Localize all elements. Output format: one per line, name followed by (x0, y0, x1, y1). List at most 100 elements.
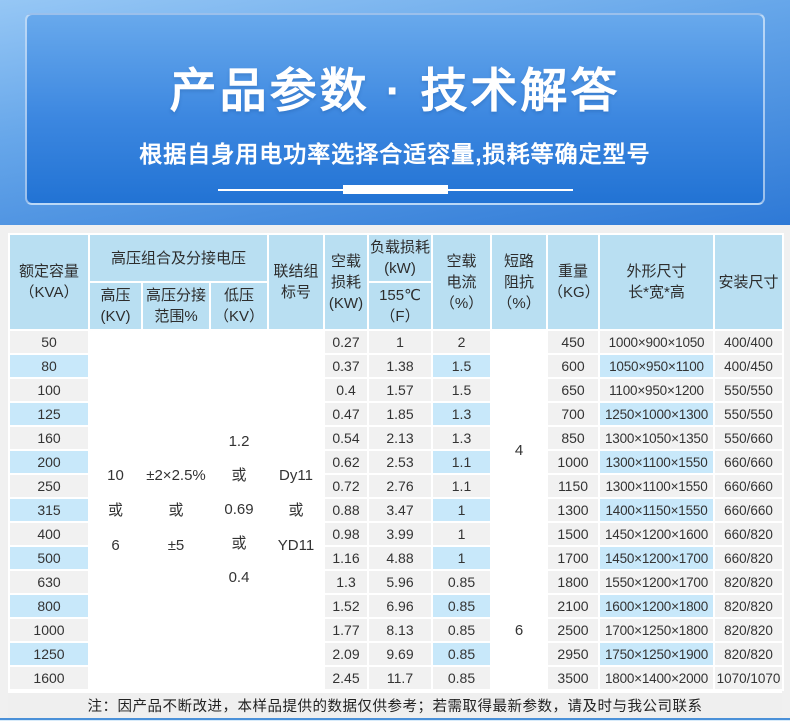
cell-weight: 1700 (546, 545, 600, 571)
cell-lv-merged-line: 0.4 (228, 569, 250, 586)
cell-rated-capacity: 200 (8, 449, 90, 475)
cell-dimensions: 1400×1150×1550 (598, 497, 715, 523)
table-row: 400 0.98 3.99 1 1500 1450×1200×1600 660/820 (8, 521, 784, 547)
table-row: 1000 1.77 8.13 0.85 2500 1700×1250×1800 820/82… (8, 617, 784, 643)
table-row: 125 0.47 1.85 1.3 700 1250×1000×1300 550/550 (8, 401, 784, 427)
cell-install-size: 820/820 (713, 593, 784, 619)
cell-load-loss: 3.99 (367, 521, 433, 547)
cell-load-loss: 8.13 (367, 617, 433, 643)
cell-dimensions: 1300×1050×1350 (598, 425, 715, 451)
cell-lv-merged: 1.2 或 0.69 或 0.4 (209, 329, 269, 691)
cell-no-load-current: 2 (431, 329, 492, 355)
cell-weight: 1000 (546, 449, 600, 475)
header-rated-capacity: 额定容量 （KVA） (8, 233, 90, 331)
spec-table: 额定容量 （KVA） 高压组合及分接电压 联结组 标号 空载 损耗 (KW) 负… (8, 233, 784, 691)
cell-weight: 1800 (546, 569, 600, 595)
header-line: （F） (380, 308, 420, 325)
cell-weight: 2100 (546, 593, 600, 619)
header-line: 短路 (503, 252, 534, 270)
table-row: 160 0.54 2.13 1.3 850 1300×1050×1350 550/660 (8, 425, 784, 451)
cell-dimensions: 1800×1400×2000 (598, 665, 715, 691)
cell-install-size: 400/400 (713, 329, 784, 355)
header-load-loss-temp: 155℃ （F） (367, 281, 433, 331)
table-row: 315 0.88 3.47 1 1300 1400×1150×1550 660/660 (8, 497, 784, 523)
cell-weight: 3500 (546, 665, 600, 691)
table-header: 额定容量 （KVA） 高压组合及分接电压 联结组 标号 空载 损耗 (KW) 负… (8, 233, 784, 331)
cell-no-load-current: 1.5 (431, 353, 492, 379)
header-line: （KG） (548, 284, 599, 301)
cell-dimensions: 1250×1000×1300 (598, 401, 715, 427)
header-line: 低压 (223, 287, 254, 304)
header-line: 高压 (100, 287, 131, 304)
page-title: 产品参数 · 技术解答 (169, 64, 621, 117)
cell-rated-capacity: 50 (8, 329, 90, 355)
cell-no-load-loss: 1.52 (323, 593, 369, 619)
header-line: 阻抗 (503, 273, 534, 291)
cell-install-size: 660/660 (713, 449, 784, 475)
cell-rated-capacity: 500 (8, 545, 90, 571)
cell-load-loss: 11.7 (367, 665, 433, 691)
cell-no-load-current: 0.85 (431, 617, 492, 643)
cell-no-load-loss: 1.3 (323, 569, 369, 595)
cell-rated-capacity: 400 (8, 521, 90, 547)
cell-install-size: 820/820 (713, 617, 784, 643)
cell-no-load-current: 1 (431, 521, 492, 547)
header-line: 范围% (154, 308, 198, 325)
header-line: （KVA） (19, 284, 79, 301)
cell-no-load-loss: 0.72 (323, 473, 369, 499)
hero-panel-border (25, 13, 765, 205)
header-hv-tap: 高压分接 范围% (141, 281, 211, 331)
cell-lv-merged-line: 1.2 (228, 433, 250, 450)
cell-load-loss: 2.53 (367, 449, 433, 475)
cell-no-load-current: 0.85 (431, 641, 492, 667)
header-hv: 高压 (KV) (88, 281, 143, 331)
cell-no-load-current: 1.1 (431, 449, 492, 475)
cell-no-load-loss: 1.16 (323, 545, 369, 571)
header-line: 联结组 (273, 263, 319, 280)
cell-no-load-current: 1 (431, 497, 492, 523)
cell-load-loss: 1.57 (367, 377, 433, 403)
cell-no-load-loss: 0.88 (323, 497, 369, 523)
cell-install-size: 820/820 (713, 641, 784, 667)
cell-weight: 2500 (546, 617, 600, 643)
page-subtitle: 根据自身用电功率选择合适容量,损耗等确定型号 (139, 141, 651, 167)
cell-install-size: 660/820 (713, 545, 784, 571)
cell-load-loss: 4.88 (367, 545, 433, 571)
cell-vector-merged-line: Dy11 (279, 466, 313, 484)
header-impedance: 短路 阻抗 （%） (490, 233, 548, 331)
title-divider (0, 185, 790, 194)
divider-center-bar (342, 185, 448, 194)
header-line: （%） (497, 294, 541, 312)
cell-no-load-loss: 1.77 (323, 617, 369, 643)
cell-load-loss: 3.47 (367, 497, 433, 523)
header-no-load-current: 空载 电流 （%） (431, 233, 492, 331)
cell-hv-tap-merged-line: ±2×2.5% (146, 466, 206, 484)
cell-impedance-merged: 6 (490, 569, 548, 691)
cell-no-load-current: 1.3 (431, 425, 492, 451)
cell-load-loss: 2.13 (367, 425, 433, 451)
cell-install-size: 550/550 (713, 377, 784, 403)
cell-install-size: 1070/1070 (713, 665, 784, 691)
cell-no-load-current: 1.3 (431, 401, 492, 427)
cell-dimensions: 1600×1200×1800 (598, 593, 715, 619)
cell-load-loss: 1 (367, 329, 433, 355)
header-install-size: 安装尺寸 (713, 233, 784, 331)
cell-no-load-loss: 0.98 (323, 521, 369, 547)
table-row: 500 1.16 4.88 1 1700 1450×1200×1700 660/820 (8, 545, 784, 571)
header-load-loss: 负载损耗 (kW) (367, 233, 433, 283)
cell-no-load-loss: 0.37 (323, 353, 369, 379)
cell-dimensions: 1300×1100×1550 (598, 473, 715, 499)
cell-weight: 1300 (546, 497, 600, 523)
footer-strip (0, 718, 790, 721)
cell-rated-capacity: 630 (8, 569, 90, 595)
divider-line-right (447, 188, 573, 191)
cell-dimensions: 1300×1100×1550 (598, 449, 715, 475)
cell-dimensions: 1100×950×1200 (598, 377, 715, 403)
header-line: (KW) (328, 294, 364, 312)
cell-no-load-current: 1.1 (431, 473, 492, 499)
cell-weight: 2950 (546, 641, 600, 667)
header-line: 负载损耗 (369, 239, 430, 256)
table-body: 50 10 或 6 ±2×2.5% 或 ±5 1.2 或 0.69 或 0.4 Dy11 或 YD11 0.2… (8, 329, 784, 691)
cell-weight: 1500 (546, 521, 600, 547)
header-hv-group: 高压组合及分接电压 (88, 233, 269, 283)
